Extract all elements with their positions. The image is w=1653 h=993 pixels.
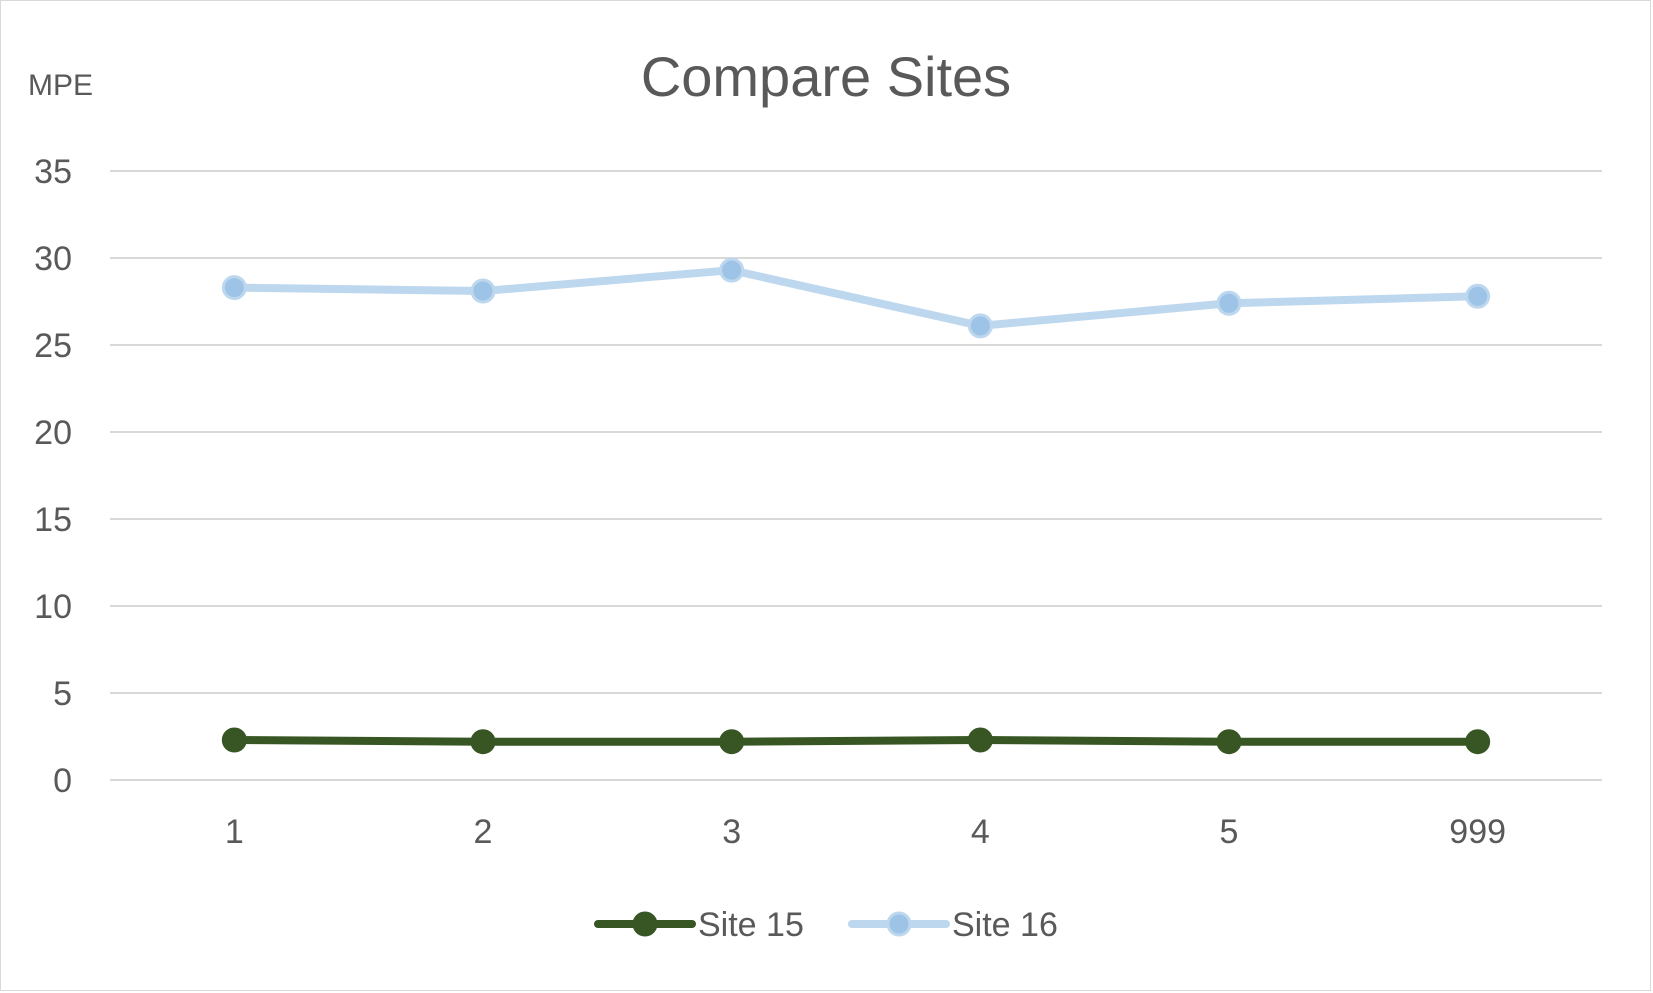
- series-line: [230, 266, 1482, 330]
- data-point: [967, 313, 993, 339]
- x-tick-label: 1: [225, 813, 244, 851]
- y-tick-label: 0: [53, 762, 72, 800]
- data-point: [967, 727, 993, 753]
- y-tick-label: 15: [34, 501, 72, 539]
- series-site-15: [221, 727, 1491, 755]
- data-point: [1216, 729, 1242, 755]
- data-point: [470, 278, 496, 304]
- y-axis-label: MPE: [28, 69, 93, 102]
- series-line: [230, 735, 1482, 746]
- data-point: [719, 257, 745, 283]
- data-point: [719, 729, 745, 755]
- chart-title: Compare Sites: [641, 45, 1011, 108]
- legend-marker: [886, 911, 912, 937]
- data-point: [470, 729, 496, 755]
- x-tick-label: 3: [722, 813, 741, 851]
- y-axis-ticks: 0 5 10 15 20 25 30 35: [34, 153, 72, 800]
- legend-item: Site 16: [848, 906, 1058, 944]
- legend: Site 15 Site 16: [594, 906, 1058, 944]
- data-point: [1216, 290, 1242, 316]
- legend-label: Site 16: [952, 906, 1058, 944]
- series-group: [221, 257, 1491, 755]
- data-point: [1465, 729, 1491, 755]
- data-point: [221, 275, 247, 301]
- y-tick-label: 30: [34, 240, 72, 278]
- legend-marker: [632, 911, 658, 937]
- legend-item: Site 15: [594, 906, 804, 944]
- x-tick-label: 5: [1220, 813, 1239, 851]
- y-tick-label: 10: [34, 588, 72, 626]
- y-tick-label: 5: [53, 675, 72, 713]
- series-site-16: [221, 257, 1491, 339]
- legend-label: Site 15: [698, 906, 804, 944]
- x-tick-label: 999: [1449, 813, 1506, 851]
- y-tick-label: 20: [34, 414, 72, 452]
- data-point: [221, 727, 247, 753]
- y-tick-label: 35: [34, 153, 72, 191]
- y-tick-label: 25: [34, 327, 72, 365]
- x-tick-label: 2: [474, 813, 493, 851]
- gridlines: [110, 170, 1602, 781]
- x-tick-label: 4: [971, 813, 990, 851]
- x-axis-ticks: 1 2 3 4 5 999: [225, 813, 1506, 851]
- data-point: [1465, 283, 1491, 309]
